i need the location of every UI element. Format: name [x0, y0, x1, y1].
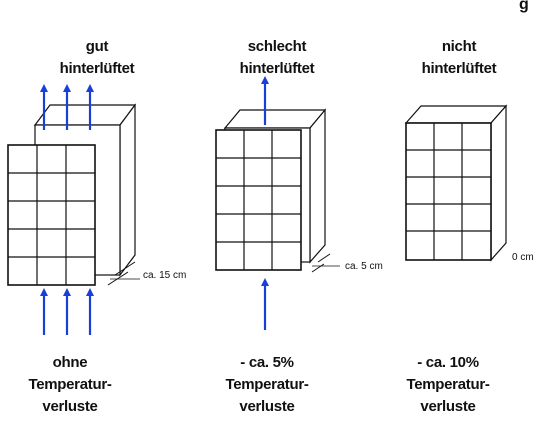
gap-dimension-mark: [107, 261, 140, 286]
heading-line: schlecht: [247, 38, 307, 55]
footer-line: Temperatur-: [406, 376, 490, 393]
facade-panel: [405, 122, 492, 261]
facade-panel: [215, 129, 302, 271]
wall-box: [404, 104, 508, 262]
panel-2-heading: schlecht hinterlüftet: [240, 36, 315, 80]
footer-line: verluste: [42, 398, 98, 415]
footer-line: Temperatur-: [225, 376, 309, 393]
footer-line: - ca. 5%: [240, 354, 294, 371]
footer-line: verluste: [420, 398, 476, 415]
heading-line: gut: [85, 38, 109, 55]
footer-line: ohne: [52, 354, 88, 371]
panel-3-footer: - ca. 10% Temperatur- verluste: [406, 352, 489, 418]
panel-1-gap-label: ca. 15 cm: [143, 270, 187, 281]
panel-3-gap-label: 0 cm: [512, 252, 534, 263]
footer-line: Temperatur-: [28, 376, 112, 393]
heading-line: hinterlüftet: [239, 60, 315, 77]
panel-good-ventilation: [7, 84, 140, 335]
panel-1-footer: ohne Temperatur- verluste: [28, 352, 111, 418]
panel-poor-ventilation: [215, 76, 340, 330]
corner-text: g: [519, 0, 529, 13]
footer-line: verluste: [239, 398, 295, 415]
panel-3-heading: nicht hinterlüftet: [422, 36, 497, 80]
heading-line: nicht: [441, 38, 477, 55]
airflow-arrows: [40, 84, 94, 335]
gap-dimension-mark: [311, 253, 340, 273]
footer-line: - ca. 10%: [417, 354, 479, 371]
facade-panel: [7, 144, 96, 286]
heading-line: hinterlüftet: [59, 60, 135, 77]
heading-line: hinterlüftet: [421, 60, 497, 77]
panel-no-ventilation: [404, 104, 508, 262]
panel-1-heading: gut hinterlüftet: [60, 36, 135, 80]
panel-2-footer: - ca. 5% Temperatur- verluste: [225, 352, 308, 418]
panel-2-gap-label: ca. 5 cm: [345, 261, 383, 272]
